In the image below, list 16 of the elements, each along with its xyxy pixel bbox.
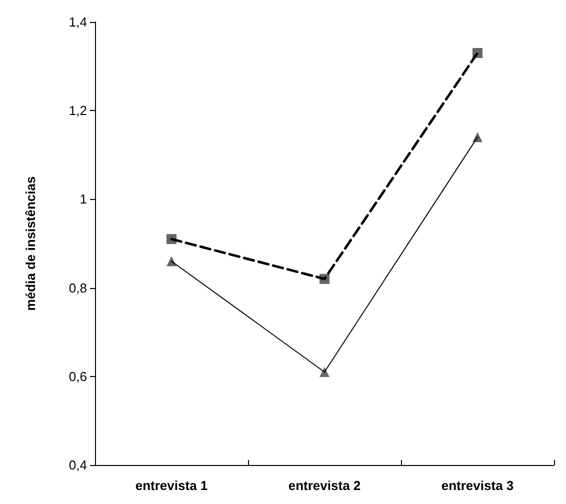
- x-tick-label: entrevista 1: [135, 478, 208, 493]
- point: [472, 132, 482, 142]
- y-tick-label: 0,4: [68, 458, 87, 472]
- y-tick-label: 0,8: [68, 280, 87, 296]
- y-tick-label: 0,6: [68, 368, 87, 384]
- y-axis-title: média de insistências: [23, 176, 38, 311]
- y-tick-label: 1,2: [68, 103, 87, 118]
- point: [472, 48, 482, 58]
- point: [320, 274, 330, 284]
- y-tick-label: 1,4: [68, 14, 87, 30]
- y-tick-label: 1: [80, 192, 87, 207]
- point: [166, 234, 176, 244]
- x-tick-label: entrevista 2: [288, 478, 361, 493]
- x-tick-label: entrevista 3: [441, 478, 514, 493]
- point: [166, 256, 176, 266]
- point: [320, 366, 330, 377]
